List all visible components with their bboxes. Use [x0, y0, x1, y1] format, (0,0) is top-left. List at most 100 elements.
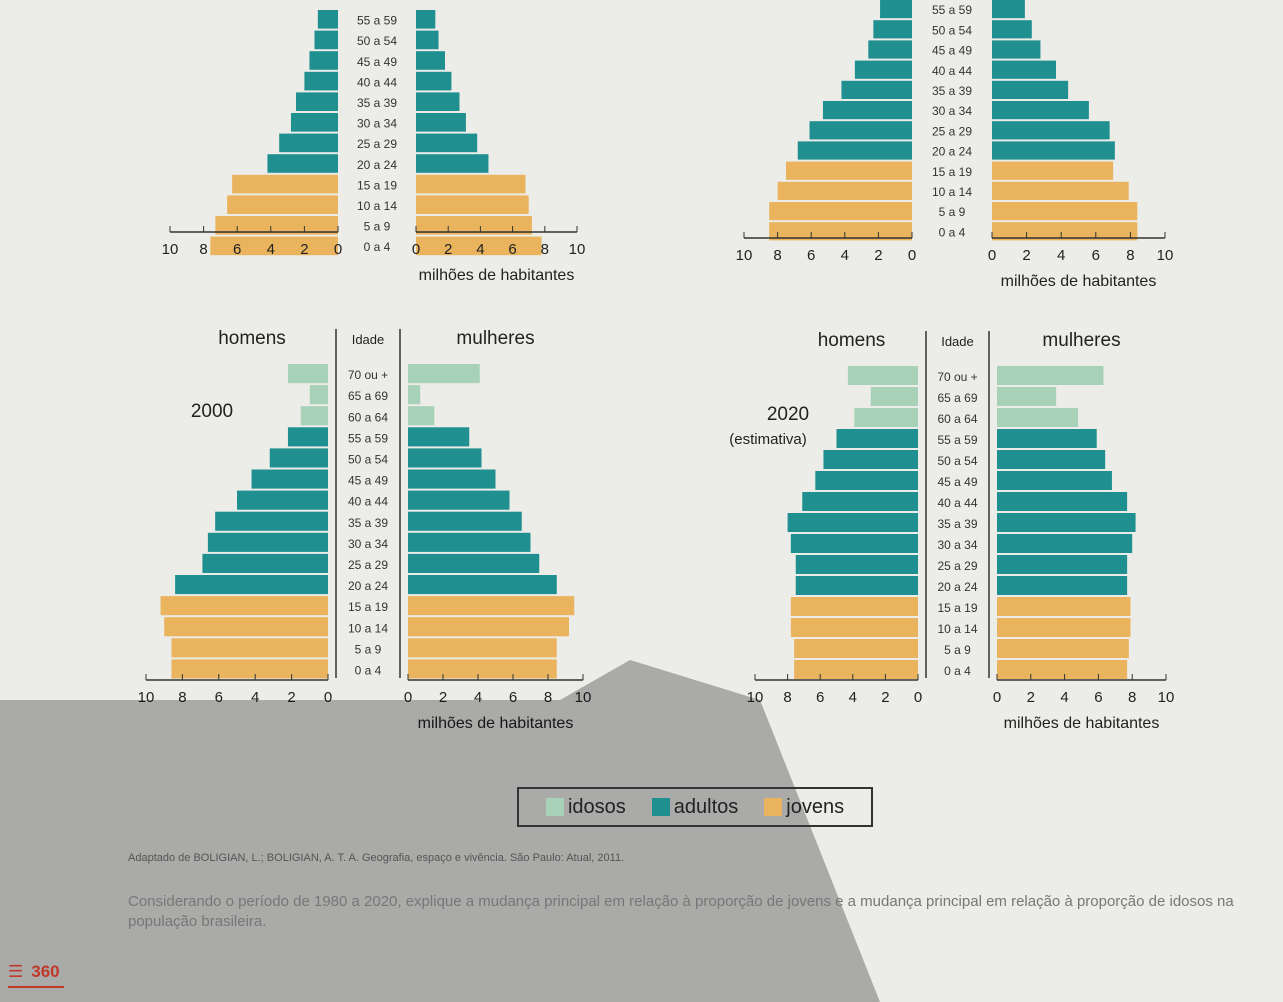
age-label: 30 a 34 [348, 537, 388, 551]
age-label: 5 a 9 [939, 205, 966, 219]
bar-homens-jovens [171, 638, 328, 658]
bar-mulheres-jovens [997, 618, 1131, 637]
bar-mulheres-adultos [408, 469, 496, 489]
bar-homens-adultos [873, 20, 912, 39]
bar-homens-jovens [790, 618, 918, 637]
legend-item-jovens: jovens [764, 796, 844, 819]
bar-mulheres-adultos [992, 80, 1069, 99]
header-idade: Idade [352, 332, 385, 347]
tick-label: 6 [1092, 247, 1100, 264]
x-axis-title: milhões de habitantes [419, 267, 575, 284]
bar-homens-jovens [227, 195, 338, 214]
age-label: 55 a 59 [348, 431, 388, 445]
age-label: 25 a 29 [357, 137, 397, 151]
bar-homens-jovens [769, 222, 912, 241]
bar-homens-adultos [251, 469, 328, 489]
bar-mulheres-adultos [408, 490, 510, 510]
tick-label: 10 [575, 689, 592, 706]
bar-mulheres-adultos [992, 60, 1057, 79]
age-label: 50 a 54 [937, 454, 977, 468]
bar-mulheres-idosos [997, 387, 1057, 406]
age-label: 15 a 19 [932, 165, 972, 179]
header-homens: homens [818, 330, 886, 351]
age-label: 20 a 24 [348, 579, 388, 593]
age-label: 60 a 64 [937, 412, 977, 426]
bar-homens-jovens [794, 639, 918, 658]
tick-label: 6 [508, 241, 516, 258]
age-label: 35 a 39 [348, 516, 388, 530]
tick-label: 6 [1094, 689, 1102, 706]
bar-mulheres-jovens [997, 639, 1129, 658]
tick-label: 0 [908, 247, 916, 264]
bar-mulheres-adultos [997, 555, 1128, 574]
bar-mulheres-adultos [992, 20, 1032, 39]
bar-mulheres-jovens [416, 195, 529, 214]
bar-mulheres-adultos [992, 141, 1115, 160]
tick-label: 2 [1027, 689, 1035, 706]
age-label: 15 a 19 [937, 601, 977, 615]
bar-mulheres-adultos [408, 511, 522, 531]
bar-homens-adultos [202, 553, 328, 573]
age-label: 50 a 54 [357, 34, 397, 48]
tick-label: 0 [988, 247, 996, 264]
bar-homens-jovens [215, 216, 338, 235]
bar-homens-adultos [304, 71, 338, 91]
tick-label: 6 [215, 689, 223, 706]
tick-label: 0 [324, 689, 332, 706]
age-label: 40 a 44 [937, 496, 977, 510]
bar-homens-adultos [823, 450, 918, 469]
age-label: 20 a 24 [932, 145, 972, 159]
age-label: 0 a 4 [355, 664, 382, 678]
age-label: 35 a 39 [932, 84, 972, 98]
bar-mulheres-idosos [408, 364, 480, 384]
age-label: 20 a 24 [357, 158, 397, 172]
age-label: 70 ou + [348, 368, 388, 382]
bar-homens-adultos [880, 0, 912, 19]
bar-homens-adultos [314, 30, 338, 50]
bar-mulheres-adultos [416, 154, 489, 173]
age-label: 5 a 9 [944, 643, 971, 657]
bar-homens-adultos [287, 427, 328, 447]
bar-mulheres-jovens [408, 617, 569, 637]
tick-label: 10 [138, 689, 155, 706]
bar-homens-idosos [847, 366, 918, 385]
x-axis-title: milhões de habitantes [1001, 273, 1157, 290]
bar-homens-idosos [287, 364, 328, 384]
bar-homens-adultos [802, 492, 918, 511]
bar-homens-adultos [207, 532, 328, 552]
age-label: 10 a 14 [932, 185, 972, 199]
bar-homens-adultos [279, 133, 338, 153]
bar-mulheres-idosos [997, 366, 1104, 385]
page-number-value: 360 [31, 962, 60, 981]
tick-label: 0 [914, 689, 922, 706]
age-label: 40 a 44 [357, 75, 397, 89]
legend: idosos adultos jovens [517, 787, 873, 827]
source-citation: Adaptado de BOLIGIAN, L.; BOLIGIAN, A. T… [128, 852, 625, 864]
bar-homens-adultos [822, 101, 912, 120]
tick-label: 6 [509, 689, 517, 706]
year-label: 2020 [767, 404, 809, 425]
age-label: 25 a 29 [932, 124, 972, 138]
bar-homens-adultos [795, 576, 918, 595]
age-label: 55 a 59 [932, 3, 972, 17]
bar-homens-adultos [269, 448, 328, 468]
tick-label: 2 [1022, 247, 1030, 264]
bar-mulheres-adultos [997, 450, 1106, 469]
tick-label: 2 [300, 241, 308, 258]
page-marker-icon: ☰ [8, 962, 24, 981]
age-label: 10 a 14 [357, 199, 397, 213]
tick-label: 10 [569, 241, 586, 258]
legend-label-adultos: adultos [673, 795, 739, 818]
age-label: 20 a 24 [937, 580, 977, 594]
tick-label: 2 [444, 241, 452, 258]
age-label: 0 a 4 [944, 664, 971, 678]
bar-homens-adultos [290, 113, 338, 132]
age-label: 25 a 29 [937, 559, 977, 573]
bar-mulheres-adultos [416, 51, 445, 70]
bar-homens-adultos [267, 154, 338, 173]
tick-label: 4 [476, 241, 484, 258]
age-label: 10 a 14 [348, 621, 388, 635]
bar-mulheres-adultos [997, 471, 1112, 490]
bar-mulheres-jovens [992, 161, 1114, 180]
